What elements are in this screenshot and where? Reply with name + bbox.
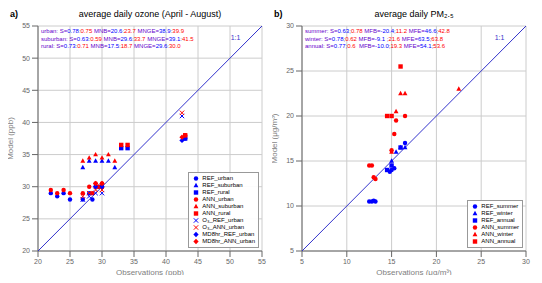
html-text:REF_rural: REF_rural [202,189,230,195]
html-text:ANN_urban: ANN_urban [202,196,234,202]
svg-text:25: 25 [477,258,485,265]
svg-text:55: 55 [22,22,30,29]
svg-text:30: 30 [286,22,294,29]
html-text:ANN_annual: ANN_annual [481,238,516,244]
html-text:MD8hr_REF_urban: MD8hr_REF_urban [202,231,255,237]
svg-text:55: 55 [258,258,266,265]
html-text:winter: S= 0.78; 0.62 MFB= -9.: winter: S= 0.78; 0.62 MFB= -9.1; 21.6 MF… [305,35,443,42]
svg-text:15: 15 [388,258,396,265]
svg-text:20: 20 [34,258,42,265]
html-text:summer: S= 0.63; 0.78 MFB= -20: summer: S= 0.63; 0.78 MFB= -20.4; 11.2 M… [305,28,450,34]
html-text:ANN_summer: ANN_summer [481,224,519,230]
svg-text:20: 20 [22,247,30,254]
html-text:REF_suburban: REF_suburban [202,182,243,188]
svg-text:15: 15 [286,157,294,164]
html-text:O₃_ANN_urban: O₃_ANN_urban [202,224,245,230]
svg-text:5: 5 [300,258,304,265]
svg-text:45: 45 [22,87,30,94]
svg-text:5: 5 [290,247,294,254]
html-text:REF_urban: REF_urban [202,175,233,181]
svg-text:30: 30 [98,258,106,265]
html-text:urban: S= 0.78: 0.75 MNB= 20.6: urban: S= 0.78: 0.75 MNB= 20.6: 23.7 MNG… [41,28,184,34]
svg-text:50: 50 [22,55,30,62]
html-text:ANN_winter: ANN_winter [481,231,514,237]
svg-text:Model (μg/m³): Model (μg/m³) [272,113,279,163]
html-text:1:1: 1:1 [230,33,241,41]
svg-text:35: 35 [130,258,138,265]
svg-text:25: 25 [286,67,294,74]
svg-text:Observations (μg/m³): Observations (μg/m³) [376,268,452,275]
html-text:1:1: 1:1 [494,33,505,41]
html-text:MD8hr_ANN_urban: MD8hr_ANN_urban [202,238,255,244]
html-text:ANN_rural: ANN_rural [202,210,231,216]
svg-text:45: 45 [194,258,202,265]
svg-text:Observations (ppb): Observations (ppb) [116,268,184,275]
html-text:suburban: S= 0.63: 0.59 MNB= 2: suburban: S= 0.63: 0.59 MNB= 29.6: 33.7 … [41,35,194,42]
svg-text:40: 40 [22,119,30,126]
svg-text:30: 30 [22,183,30,190]
html-text:ANN_suburban: ANN_suburban [202,203,244,209]
html-text:rural: S= 0.73: 0.71 MNB= 17.5: rural: S= 0.73: 0.71 MNB= 17.5: 18.7 MNG… [41,43,181,49]
svg-text:30: 30 [522,258,530,265]
svg-text:35: 35 [22,151,30,158]
html-text:b): b) [274,9,283,19]
html-text:REF_summer: REF_summer [481,203,519,209]
svg-text:Model (ppb): Model (ppb) [8,117,15,160]
html-text:a): a) [10,9,18,19]
svg-text:25: 25 [66,258,74,265]
svg-text:40: 40 [162,258,170,265]
html-text:REF_annual: REF_annual [481,217,515,223]
html-text:O₃_REF_urban: O₃_REF_urban [202,217,244,223]
svg-text:10: 10 [343,258,351,265]
html-text:REF_winter: REF_winter [481,210,513,216]
svg-text:50: 50 [226,258,234,265]
html-text:average daily PM₂.₅: average daily PM₂.₅ [374,9,454,19]
svg-text:20: 20 [433,258,441,265]
svg-text:10: 10 [286,202,294,209]
svg-text:20: 20 [286,112,294,119]
html-text:average daily ozone (April - A: average daily ozone (April - August) [78,9,222,19]
svg-text:25: 25 [22,215,30,222]
html-text:annual: S= 0.77; 0.6 MFB= -10.: annual: S= 0.77; 0.6 MFB= -10.0; 19.3 MF… [305,43,445,49]
